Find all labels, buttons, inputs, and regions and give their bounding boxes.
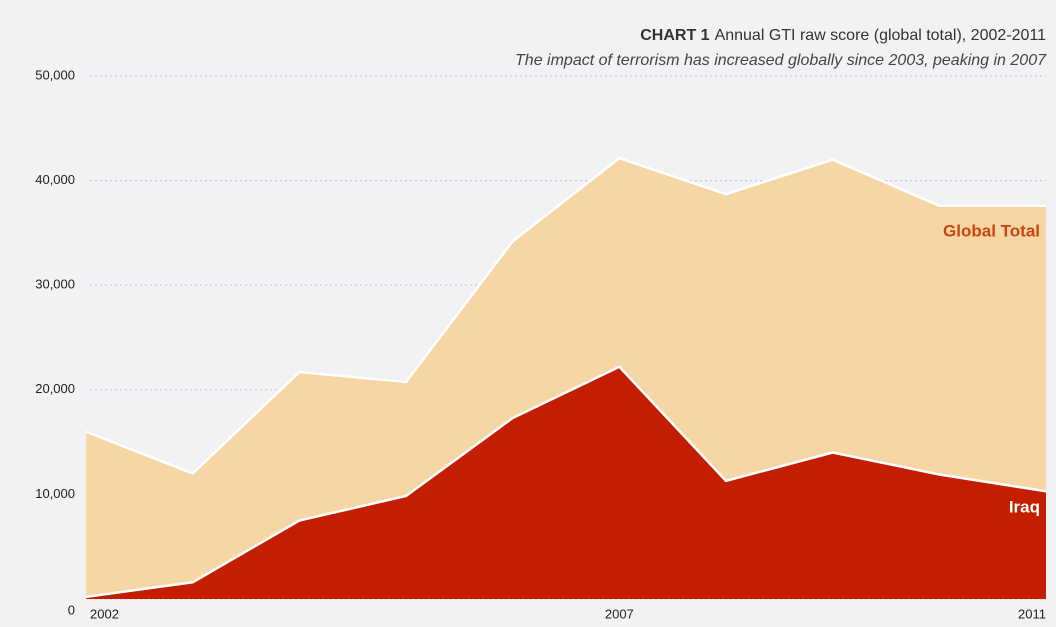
area-edge bbox=[85, 365, 1047, 599]
x-tick-label: 2002 bbox=[90, 606, 119, 621]
area bbox=[86, 366, 1046, 599]
y-tick-label: 20,000 bbox=[35, 381, 75, 396]
chart-title: CHART 1 Annual GTI raw score (global tota… bbox=[640, 27, 1046, 44]
y-tick-label: 10,000 bbox=[35, 486, 75, 501]
title-text: Annual GTI raw score (global total), 200… bbox=[715, 27, 1047, 44]
x-tick-label: 2011 bbox=[1018, 606, 1046, 621]
x-tick-label: 2007 bbox=[605, 606, 634, 621]
y-tick-label: 30,000 bbox=[35, 277, 75, 292]
y-tick-label: 40,000 bbox=[35, 172, 75, 187]
title-label: CHART 1 bbox=[640, 27, 709, 44]
area-edge bbox=[85, 156, 1046, 475]
series-label: Iraq bbox=[1009, 497, 1040, 516]
y-tick-label: 0 bbox=[68, 602, 75, 617]
y-tick-label: 50,000 bbox=[35, 67, 75, 82]
chart-subtitle: The impact of terrorism has increased gl… bbox=[515, 52, 1047, 69]
series-label: Global Total bbox=[943, 221, 1040, 240]
